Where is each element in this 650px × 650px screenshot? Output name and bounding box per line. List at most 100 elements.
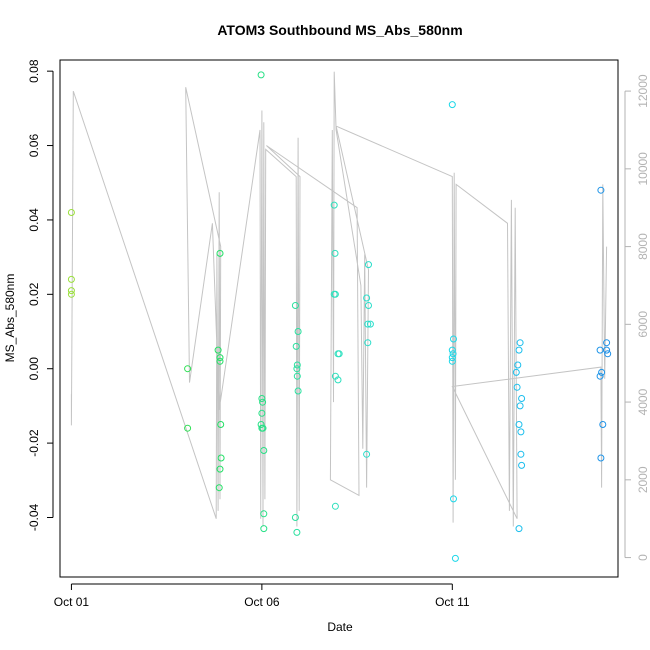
- points-layer: [67, 71, 612, 562]
- data-point: [518, 395, 526, 402]
- data-point: [603, 346, 611, 354]
- y-tick-label: 0.06: [27, 134, 41, 158]
- data-point: [291, 514, 299, 521]
- data-point: [217, 454, 225, 462]
- plot-frame: [59, 59, 619, 578]
- data-point: [518, 461, 526, 469]
- data-point: [258, 409, 266, 417]
- data-point: [448, 354, 456, 362]
- y2-tick-label: 8000: [636, 233, 650, 260]
- data-point: [216, 357, 224, 365]
- data-point: [604, 350, 612, 358]
- data-point: [216, 249, 224, 257]
- y-axis: -0.04 -0.02 0.00 0.02 0.04 0.06 0.08: [27, 59, 54, 531]
- data-point: [363, 450, 371, 458]
- data-point: [67, 209, 75, 216]
- data-point: [259, 398, 267, 406]
- data-point: [450, 495, 457, 503]
- data-point: [515, 421, 523, 428]
- data-point: [597, 186, 605, 194]
- y-tick-label: -0.02: [27, 429, 41, 457]
- data-point: [366, 320, 374, 328]
- data-point: [258, 395, 266, 402]
- data-point: [596, 372, 604, 380]
- data-point: [184, 365, 192, 373]
- data-point: [260, 447, 268, 454]
- x-tick-label: Oct 01: [54, 595, 90, 609]
- data-point: [216, 354, 224, 362]
- data-point: [293, 365, 301, 373]
- data-point: [598, 368, 606, 376]
- data-point: [67, 275, 75, 283]
- data-point: [450, 335, 457, 343]
- y-tick-label: -0.04: [27, 503, 41, 531]
- data-point: [517, 428, 525, 436]
- data-point: [513, 383, 521, 391]
- data-point: [292, 342, 300, 350]
- track-line: [70, 71, 608, 527]
- data-point: [599, 421, 607, 428]
- data-point: [512, 368, 520, 376]
- data-point: [515, 346, 523, 354]
- data-point: [364, 339, 372, 347]
- data-point: [257, 421, 265, 428]
- y2-tick-label: 12000: [636, 74, 650, 108]
- y2-axis: 0 2000 4000 6000 8000 10000 12000: [624, 74, 650, 561]
- track-layer: [70, 71, 608, 527]
- data-point: [294, 328, 302, 335]
- data-point: [330, 201, 338, 209]
- data-point: [448, 346, 456, 354]
- data-point: [293, 361, 301, 369]
- y2-tick-label: 4000: [636, 388, 650, 415]
- y-axis-label: MS_Abs_580nm: [3, 274, 17, 363]
- y-tick-label: 0.00: [27, 357, 41, 381]
- data-point: [260, 525, 268, 533]
- data-point: [364, 320, 372, 328]
- data-point: [448, 357, 456, 365]
- y2-tick-label: 0: [636, 554, 650, 561]
- data-point: [449, 350, 457, 358]
- data-point: [214, 346, 222, 354]
- x-axis: Oct 01 Oct 06 Oct 11: [54, 583, 470, 609]
- y2-tick-label: 10000: [636, 152, 650, 186]
- x-tick-label: Oct 11: [435, 595, 470, 609]
- data-point: [514, 361, 522, 369]
- data-point: [257, 71, 265, 79]
- data-point: [259, 424, 267, 432]
- data-point: [335, 350, 343, 358]
- data-point: [451, 554, 459, 562]
- data-point: [365, 302, 372, 309]
- data-point: [517, 450, 525, 458]
- data-point: [516, 402, 524, 410]
- data-point: [363, 294, 371, 302]
- data-point: [291, 302, 299, 309]
- data-point: [603, 339, 611, 347]
- data-point: [215, 484, 223, 492]
- data-point: [260, 510, 268, 518]
- data-point: [448, 101, 456, 109]
- data-point: [597, 454, 605, 462]
- y2-tick-label: 6000: [636, 311, 650, 338]
- y-tick-label: 0.04: [27, 208, 41, 232]
- data-point: [293, 528, 301, 536]
- data-point: [67, 290, 75, 298]
- data-point: [331, 249, 339, 257]
- data-point: [67, 287, 75, 295]
- data-point: [516, 339, 524, 347]
- data-point: [293, 372, 301, 380]
- data-point: [334, 376, 342, 384]
- data-point: [184, 424, 192, 432]
- chart-title: ATOM3 Southbound MS_Abs_580nm: [217, 22, 462, 38]
- y2-tick-label: 2000: [636, 466, 650, 493]
- data-point: [217, 421, 225, 428]
- x-axis-label: Date: [327, 620, 353, 634]
- x-tick-label: Oct 06: [244, 595, 280, 609]
- data-point: [365, 261, 372, 269]
- data-point: [515, 525, 523, 533]
- data-point: [294, 387, 302, 395]
- data-point: [331, 502, 339, 510]
- y-tick-label: 0.08: [27, 59, 41, 83]
- y-tick-label: 0.02: [27, 282, 41, 306]
- data-point: [331, 290, 339, 298]
